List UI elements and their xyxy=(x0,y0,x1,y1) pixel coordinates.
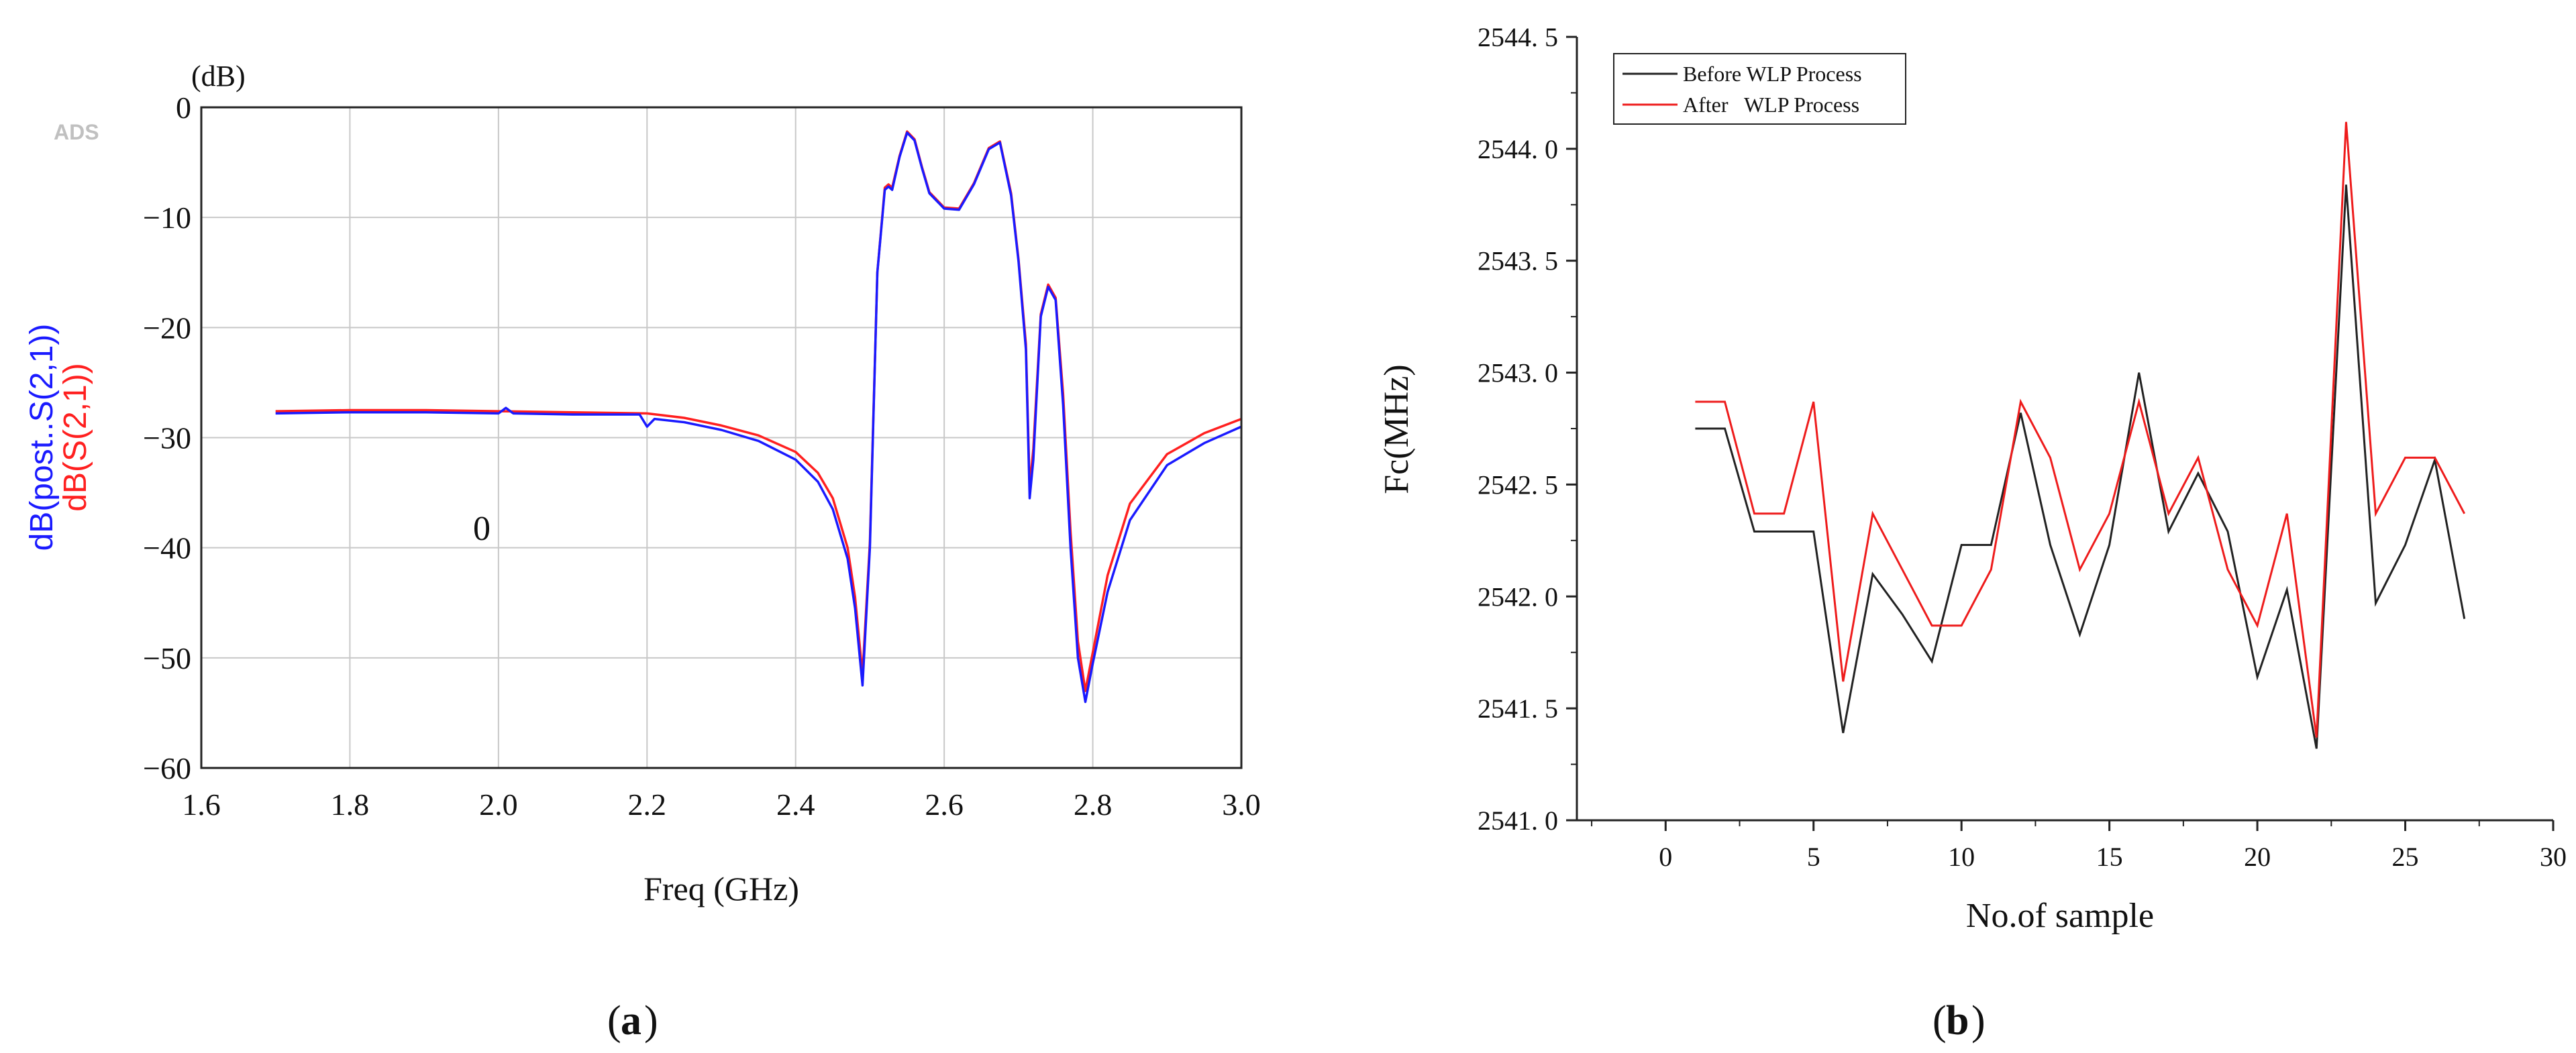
panel-b-legend-before: Before WLP Process xyxy=(1683,62,1862,86)
panel-a-ylabel-s21: dB(S(2,1)) xyxy=(58,363,93,511)
panel-b-x-tick-label: 20 xyxy=(2244,842,2271,872)
panel-b-x-tick-label: 10 xyxy=(1948,842,1975,872)
panel-a-ylabel-post: dB(post..S(2,1)) xyxy=(24,324,60,551)
panel-a-x-tick-label: 2.2 xyxy=(628,787,667,822)
panel-a-chart: 1.6 1.8 2.0 2.2 2.4 2.6 2.8 3.0 0 −10 −20 −30 −40 −5… xyxy=(24,60,1261,1044)
panel-a-x-tick-label: 1.6 xyxy=(182,787,221,822)
panel-a-xlabel: Freq (GHz) xyxy=(643,870,799,907)
panel-a-y-unit: (dB) xyxy=(191,60,246,93)
panel-b-y-tick-label: 2543. 0 xyxy=(1478,358,1558,388)
panel-b-legend-box xyxy=(1613,53,1906,125)
panel-a-label-close: ) xyxy=(644,998,658,1044)
panel-a-series-post-line xyxy=(275,131,1242,704)
panel-b-xlabel: No.of sample xyxy=(1966,897,2154,935)
panel-b-x-tick-label: 25 xyxy=(2392,842,2419,872)
panel-b-x-tick-label: 30 xyxy=(2540,842,2567,872)
panel-a-y-tick-label: −20 xyxy=(143,311,191,345)
panel-b-label-open: ( xyxy=(1933,998,1947,1044)
panel-a-label: a xyxy=(621,998,641,1044)
panel-a-y-tick-label: −10 xyxy=(143,201,191,235)
panel-b-x-ticks: 0 5 10 15 20 25 30 xyxy=(1591,820,2567,872)
panel-a-label-open: ( xyxy=(607,998,621,1044)
panel-a-y-tick-label: −40 xyxy=(143,531,191,565)
panel-a-grid xyxy=(201,107,1241,768)
panel-a-x-tick-label: 3.0 xyxy=(1222,787,1261,822)
panel-b-label: b xyxy=(1946,998,1969,1044)
panel-b-x-tick-label: 15 xyxy=(2096,842,2123,872)
panel-a-annotation: 0 xyxy=(473,510,491,548)
panel-b-y-tick-label: 2541. 0 xyxy=(1478,806,1558,836)
panel-a-y-tick-label: 0 xyxy=(176,91,191,125)
panel-b-legend: Before WLP Process After WLP Process xyxy=(1613,53,1906,125)
panel-a-y-tick-label: −30 xyxy=(143,421,191,455)
panel-a-y-tick-label: −50 xyxy=(143,641,191,675)
panel-b-legend-after: After WLP Process xyxy=(1683,93,1859,117)
panel-a-y-tick-label: −60 xyxy=(143,751,191,785)
panel-b-y-tick-label: 2544. 0 xyxy=(1478,134,1558,164)
panel-b-y-tick-label: 2541. 5 xyxy=(1478,694,1558,724)
panel-b-y-tick-label: 2543. 5 xyxy=(1478,246,1558,276)
panel-b-y-tick-label: 2542. 0 xyxy=(1478,581,1558,612)
panel-b-series-after-line xyxy=(1695,121,2466,738)
panel-a-y-ticks: 0 −10 −20 −30 −40 −50 −60 xyxy=(143,91,191,785)
panel-b-series-before-line xyxy=(1695,184,2466,749)
panel-b-y-ticks: 2541. 0 2541. 5 2542. 0 2542. 5 2543. 0 2543.… xyxy=(1478,22,1577,836)
panel-b-y-tick-label: 2542. 5 xyxy=(1478,469,1558,500)
panel-b-series xyxy=(1695,121,2466,749)
panel-b-label-close: ) xyxy=(1971,998,1986,1044)
panel-a-x-tick-label: 2.8 xyxy=(1074,787,1113,822)
panel-a-x-tick-label: 2.6 xyxy=(925,787,964,822)
panel-a-x-tick-label: 1.8 xyxy=(331,787,370,822)
panel-b-ylabel: Fc(MHz) xyxy=(1378,364,1416,494)
panel-b-chart: 0 5 10 15 20 25 30 2541. 0 2541. 5 2542. 0 2542. … xyxy=(1378,22,2567,1044)
panel-a-plot-frame xyxy=(200,106,1243,769)
panel-a-x-tick-label: 2.0 xyxy=(479,787,518,822)
panel-b-x-tick-label: 5 xyxy=(1807,842,1820,872)
panel-a-watermark: ADS xyxy=(54,120,99,144)
panel-a-series xyxy=(275,130,1242,704)
panel-a-x-ticks: 1.6 1.8 2.0 2.2 2.4 2.6 2.8 3.0 xyxy=(182,787,1261,822)
panel-b-x-tick-label: 0 xyxy=(1659,842,1672,872)
panel-b-y-tick-label: 2544. 5 xyxy=(1478,22,1558,52)
panel-a-x-tick-label: 2.4 xyxy=(776,787,815,822)
